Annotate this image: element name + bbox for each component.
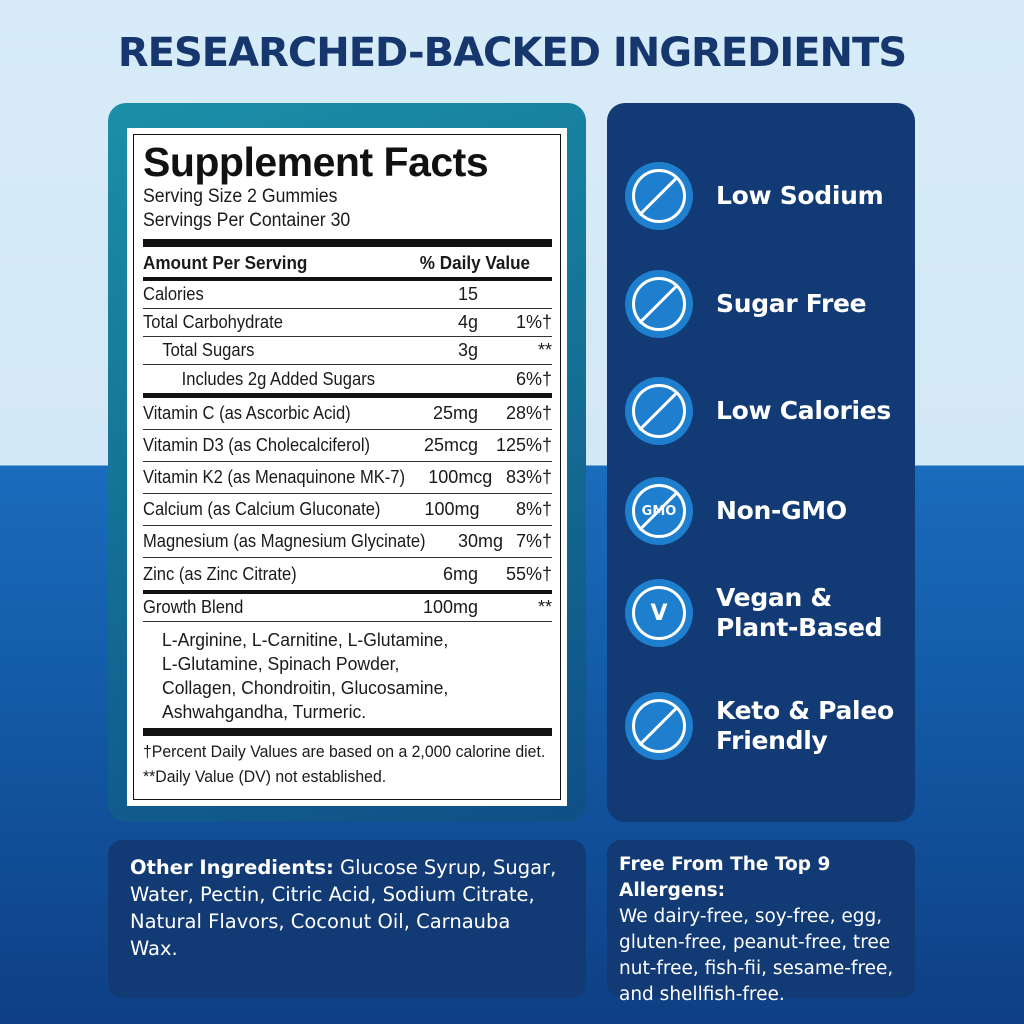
nutrient-amount: 100mg (424, 499, 480, 519)
nutrient-amount: 25mg (432, 403, 478, 423)
claim-item: Keto & Paleo Friendly (625, 692, 915, 760)
divider (143, 277, 552, 281)
daily-value-header: % Daily Value (419, 253, 531, 273)
bacon-egg-icon-glyph (632, 699, 686, 753)
nutrient-amount: 6mg (442, 563, 478, 584)
facts-row: Vitamin K2 (as Menaquinone MK-7) 100mcg 83… (143, 462, 552, 494)
nutrient-amount: 100mcg (428, 467, 493, 487)
leaf-icon: V (625, 579, 693, 647)
claim-label: Vegan & Plant-Based (716, 583, 883, 642)
nutrient-amount: 4g (457, 312, 478, 332)
nutrient-name: Zinc (as Zinc Citrate) (143, 563, 297, 584)
no-salt-icon (625, 162, 693, 230)
supplement-facts-label: Supplement Facts Serving Size 2 Gummies … (127, 128, 567, 806)
facts-title: Supplement Facts (143, 139, 489, 185)
leaf-icon-glyph: V (632, 586, 686, 640)
no-flame-icon-glyph (632, 384, 686, 438)
claim-label: Low Calories (716, 396, 892, 425)
nutrient-amount: 25mcg (423, 435, 478, 455)
nutrient-dv: 6%† (515, 368, 552, 389)
divider (143, 239, 552, 247)
servings-per-container: Servings Per Container 30 (143, 210, 351, 231)
claim-label: Non-GMO (716, 496, 847, 525)
nutrient-dv: 1%† (515, 312, 552, 332)
blend-line: Collagen, Chondroitin, Glucosamine, (162, 677, 449, 698)
facts-row: Zinc (as Zinc Citrate) 6mg 55%† (143, 558, 552, 590)
allergens-text: We dairy-free, soy-free, egg, gluten-fre… (619, 906, 894, 1005)
facts-row: Vitamin D3 (as Cholecalciferol) 25mcg 125%… (143, 430, 552, 462)
page-title: RESEARCHED-BACKED INGREDIENTS (117, 30, 907, 76)
no-flame-icon (625, 377, 693, 445)
serving-size: Serving Size 2 Gummies (143, 186, 338, 207)
nutrient-amount: 30mg (458, 531, 504, 551)
no-sugar-cubes-icon-glyph (632, 277, 686, 331)
claim-label: Low Sodium (716, 181, 884, 210)
nutrient-name: Total Carbohydrate (143, 312, 283, 332)
blend-line: Ashwahgandha, Turmeric. (162, 701, 367, 722)
claim-item: V Vegan & Plant-Based (625, 579, 915, 647)
divider (143, 393, 552, 398)
nutrient-dv: 28%† (505, 403, 552, 423)
facts-row-growth-blend: Growth Blend 100mg ** (143, 594, 552, 622)
bacon-egg-icon (625, 692, 693, 760)
facts-row: Includes 2g Added Sugars 6%† (143, 365, 552, 393)
claim-item: Low Calories (625, 377, 915, 445)
other-ingredients-label: Other Ingredients: (130, 856, 334, 879)
other-ingredients: Other Ingredients: Glucose Syrup, Sugar,… (108, 840, 586, 998)
claim-item: GMO Non-GMO (625, 477, 915, 545)
nutrient-name: Vitamin C (as Ascorbic Acid) (143, 403, 351, 423)
claim-item: Low Sodium (625, 162, 915, 230)
claim-item: Sugar Free (625, 270, 915, 338)
nutrient-dv: 55%† (505, 563, 552, 584)
nutrient-name: Vitamin K2 (as Menaquinone MK-7) (143, 467, 406, 487)
claim-label: Sugar Free (716, 289, 867, 318)
nutrient-amount: 3g (457, 340, 478, 360)
divider (143, 590, 552, 594)
blend-line: L-Arginine, L-Carnitine, L-Glutamine, (162, 629, 449, 650)
footnote-daily-values: †Percent Daily Values are based on a 2,0… (143, 742, 546, 761)
nutrient-name: Magnesium (as Magnesium Glycinate) (143, 531, 426, 551)
non-gmo-icon: GMO (625, 477, 693, 545)
claims-panel: Low Sodium Sugar Free Low Calories GMO Non-G… (607, 103, 915, 822)
blend-line: L-Glutamine, Spinach Powder, (162, 653, 400, 674)
growth-blend-ingredients: L-Arginine, L-Carnitine, L-Glutamine, L-… (143, 622, 532, 728)
nutrient-dv: 83%† (505, 467, 552, 487)
nutrient-name: Includes 2g Added Sugars (181, 368, 375, 389)
nutrient-dv: 7%† (515, 531, 552, 551)
nutrient-name: Calories (143, 284, 204, 304)
no-sugar-cubes-icon (625, 270, 693, 338)
amount-per-serving: Amount Per Serving (143, 253, 308, 273)
supplement-facts-panel: Supplement Facts Serving Size 2 Gummies … (108, 103, 586, 822)
nutrient-name: Vitamin D3 (as Cholecalciferol) (143, 435, 371, 455)
facts-row: Magnesium (as Magnesium Glycinate) 30mg 7%… (143, 526, 552, 558)
allergens-label: Free From The Top 9 Allergens: (619, 854, 831, 901)
facts-header: Amount Per Serving % Daily Value (143, 249, 551, 277)
nutrient-name: Calcium (as Calcium Gluconate) (143, 499, 381, 519)
nutrient-dv: 125%† (495, 435, 552, 455)
claim-label: Keto & Paleo Friendly (716, 696, 894, 755)
allergens-box: Free From The Top 9 Allergens: We dairy-f… (607, 840, 915, 1005)
facts-row: Total Carbohydrate 4g 1%† (143, 309, 552, 337)
nutrient-name: Total Sugars (162, 340, 255, 360)
footnote-dv: **Daily Value (DV) not established. (143, 767, 387, 786)
nutrient-dv: ** (537, 340, 552, 360)
nutrient-amount: 15 (457, 284, 478, 304)
other-ingredients-text: Glucose Syrup, Sugar, Water, Pectin, Cit… (130, 856, 557, 960)
nutrient-dv: 8%† (515, 499, 552, 519)
facts-row: Total Sugars 3g ** (143, 337, 552, 365)
facts-row: Calories 15 (143, 281, 552, 309)
facts-row: Vitamin C (as Ascorbic Acid) 25mg 28%† (143, 398, 552, 430)
divider (143, 728, 552, 736)
facts-row: Calcium (as Calcium Gluconate) 100mg 8%† (143, 494, 552, 526)
no-salt-icon-glyph (632, 169, 686, 223)
non-gmo-icon-glyph: GMO (632, 484, 686, 538)
